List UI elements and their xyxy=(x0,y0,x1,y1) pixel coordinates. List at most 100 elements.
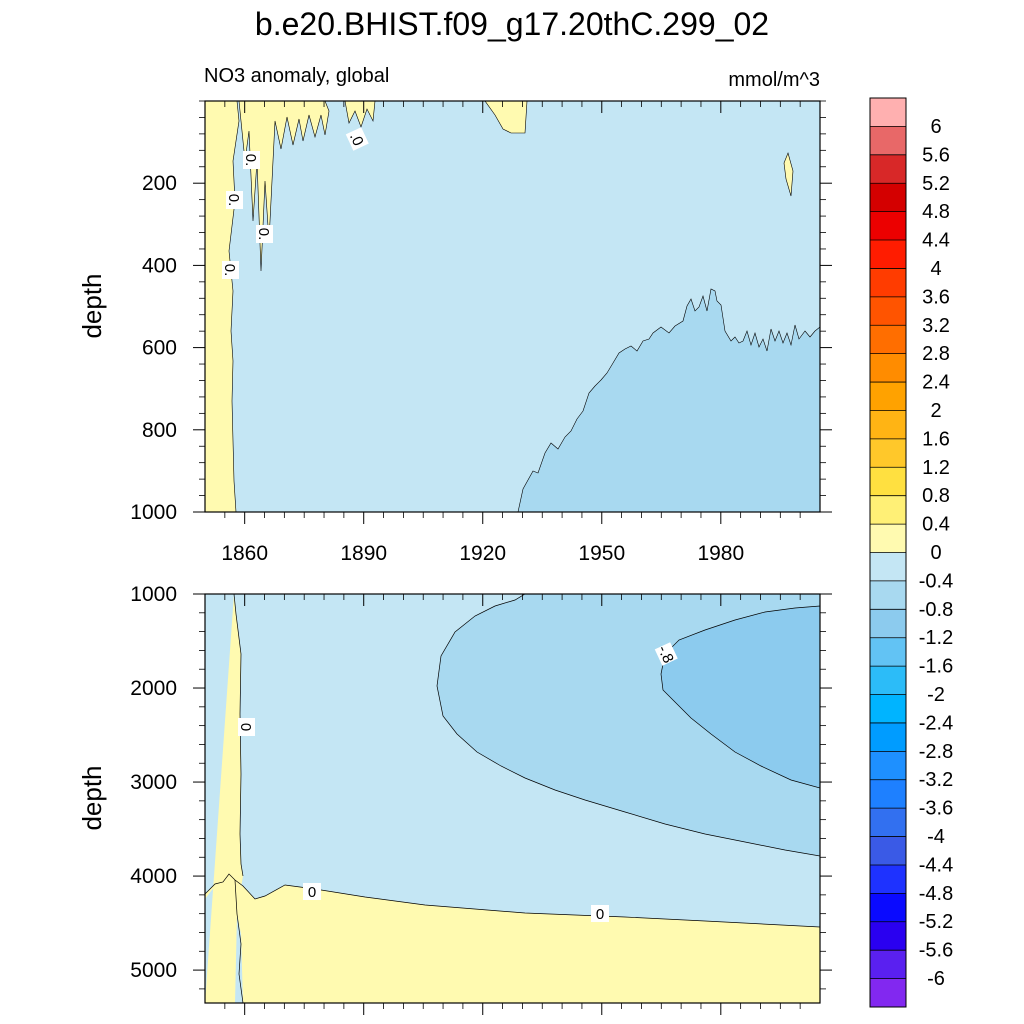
colorbar-label: -5.6 xyxy=(919,940,953,962)
colorbar-label: 0.4 xyxy=(922,514,950,536)
y-tick-label: 4000 xyxy=(130,865,177,888)
colorbar-label: 2.4 xyxy=(922,372,950,394)
y-tick-label: 3000 xyxy=(130,771,177,794)
colorbar-label: 2.8 xyxy=(922,343,950,365)
lower-ylabel: depth xyxy=(77,765,107,830)
lower-contour-zero-line-bottom xyxy=(205,873,820,928)
x-tick-label: 1950 xyxy=(578,542,625,565)
colorbar-label: 4.8 xyxy=(922,201,950,223)
colorbar-label: 1.2 xyxy=(922,457,950,479)
upper-frame xyxy=(204,100,821,513)
lower-region-pos-bottom xyxy=(205,874,820,1003)
colorbar-swatch xyxy=(870,666,906,695)
upper-contour-labels: .0 0. 0. 0. 0. xyxy=(221,127,369,279)
upper-region-pos-streak-1900 xyxy=(344,101,376,128)
colorbar-swatch xyxy=(870,524,906,553)
colorbar-label: 0.8 xyxy=(922,485,950,507)
colorbar-label: -6 xyxy=(927,968,945,990)
contour-label: 0 xyxy=(591,905,609,923)
colorbar-swatch xyxy=(870,438,906,468)
colorbar-swatch xyxy=(870,751,906,781)
x-tick-label: 1890 xyxy=(340,542,387,565)
colorbar-label: 5.6 xyxy=(922,144,950,166)
upper-plot-area xyxy=(205,101,820,512)
x-tick-label: 1920 xyxy=(459,542,506,565)
colorbar-swatch xyxy=(870,808,906,837)
upper-region-neg-04-08 xyxy=(517,288,820,512)
colorbar-label: -4.4 xyxy=(919,854,953,876)
colorbar-label: 1.6 xyxy=(922,428,950,450)
colorbar-swatch xyxy=(870,694,906,724)
colorbar-swatch xyxy=(870,296,906,326)
colorbar-swatch xyxy=(870,126,906,156)
colorbar-swatch xyxy=(870,183,906,212)
y-tick-label: 2000 xyxy=(130,677,177,700)
contour-label-box xyxy=(226,191,243,209)
colorbar-swatch xyxy=(870,637,906,667)
contour-label-text: 0. xyxy=(255,228,272,241)
colorbar-label: -0.4 xyxy=(919,570,953,592)
colorbar-swatch xyxy=(870,211,906,241)
upper-ylabel: depth xyxy=(77,273,107,338)
contour-label-box xyxy=(345,127,369,151)
y-tick-label: 600 xyxy=(142,337,177,360)
colorbar-swatch xyxy=(870,154,906,184)
contour-label-box xyxy=(238,718,255,736)
lower-frame xyxy=(204,593,821,1004)
contour-label: .0 xyxy=(345,127,369,151)
colorbar-swatch xyxy=(870,382,906,411)
x-tick-label: 1980 xyxy=(697,542,744,565)
colorbar-label: -2.4 xyxy=(919,712,953,734)
colorbar-label: -1.6 xyxy=(919,656,953,678)
contour-label-box xyxy=(222,261,239,279)
contour-label-box xyxy=(243,151,260,169)
contour-label: 0. xyxy=(255,225,273,243)
upper-region-pos-streak-1915 xyxy=(484,101,528,134)
y-tick-label: 200 xyxy=(142,172,177,195)
lower-panel: 1000 2000 3000 4000 5000 0 0 0 -.8 depth xyxy=(77,583,832,1015)
colorbar: 6 5.6 5.2 4.8 4.4 4 3.6 3.2 2.8 2.4 2 1.6 1.2 0.8 0.4 0… xyxy=(869,97,953,1008)
contour-label-box xyxy=(256,225,273,243)
colorbar-label: -5.2 xyxy=(919,911,953,933)
contour-label-text: 0 xyxy=(596,906,604,923)
colorbar-label: -3.2 xyxy=(919,769,953,791)
colorbar-swatch xyxy=(870,410,906,440)
contour-label-text: 0 xyxy=(308,884,316,901)
colorbar-swatch xyxy=(870,978,906,1008)
colorbar-swatch xyxy=(870,353,906,383)
y-tick-label: 800 xyxy=(142,419,177,442)
colorbar-label: 0 xyxy=(930,542,941,564)
contour-label: -.8 xyxy=(654,642,678,666)
colorbar-label: 4 xyxy=(930,258,941,280)
colorbar-label: 4.4 xyxy=(922,230,950,252)
colorbar-swatch xyxy=(870,268,906,298)
colorbar-swatch xyxy=(870,722,906,752)
contour-label: 0. xyxy=(221,261,239,279)
colorbar-swatch xyxy=(870,240,906,269)
colorbar-label: 3.6 xyxy=(922,286,950,308)
colorbar-label: -2 xyxy=(927,684,945,706)
lower-region-pos-column xyxy=(205,594,243,1003)
colorbar-swatch xyxy=(870,864,906,894)
colorbar-label: -2.8 xyxy=(919,741,953,763)
lower-plot-area xyxy=(205,594,820,1003)
contour-label: 0. xyxy=(225,191,243,209)
y-tick-label: 5000 xyxy=(130,959,177,982)
colorbar-label: 6 xyxy=(930,116,941,138)
contour-label: 0 xyxy=(237,718,255,736)
colorbar-swatch xyxy=(870,779,906,809)
colorbar-swatch xyxy=(870,325,906,354)
figure-title: b.e20.BHIST.f09_g17.20thC.299_02 xyxy=(255,6,769,42)
colorbar-swatch xyxy=(870,98,906,127)
colorbar-swatch xyxy=(870,552,906,582)
contour-label-text: 0. xyxy=(221,264,238,277)
y-tick-label: 1000 xyxy=(130,583,177,606)
colorbar-label: 5.2 xyxy=(922,173,950,195)
subtitle-units: mmol/m^3 xyxy=(728,69,820,91)
lower-axis-ticks: 1000 2000 3000 4000 5000 xyxy=(130,583,832,1015)
colorbar-label: 2 xyxy=(930,400,941,422)
subtitle-variable: NO3 anomaly, global xyxy=(204,65,389,87)
contour-label-box xyxy=(591,905,609,922)
lower-contour-zero-line-bottom-west xyxy=(234,879,244,1003)
